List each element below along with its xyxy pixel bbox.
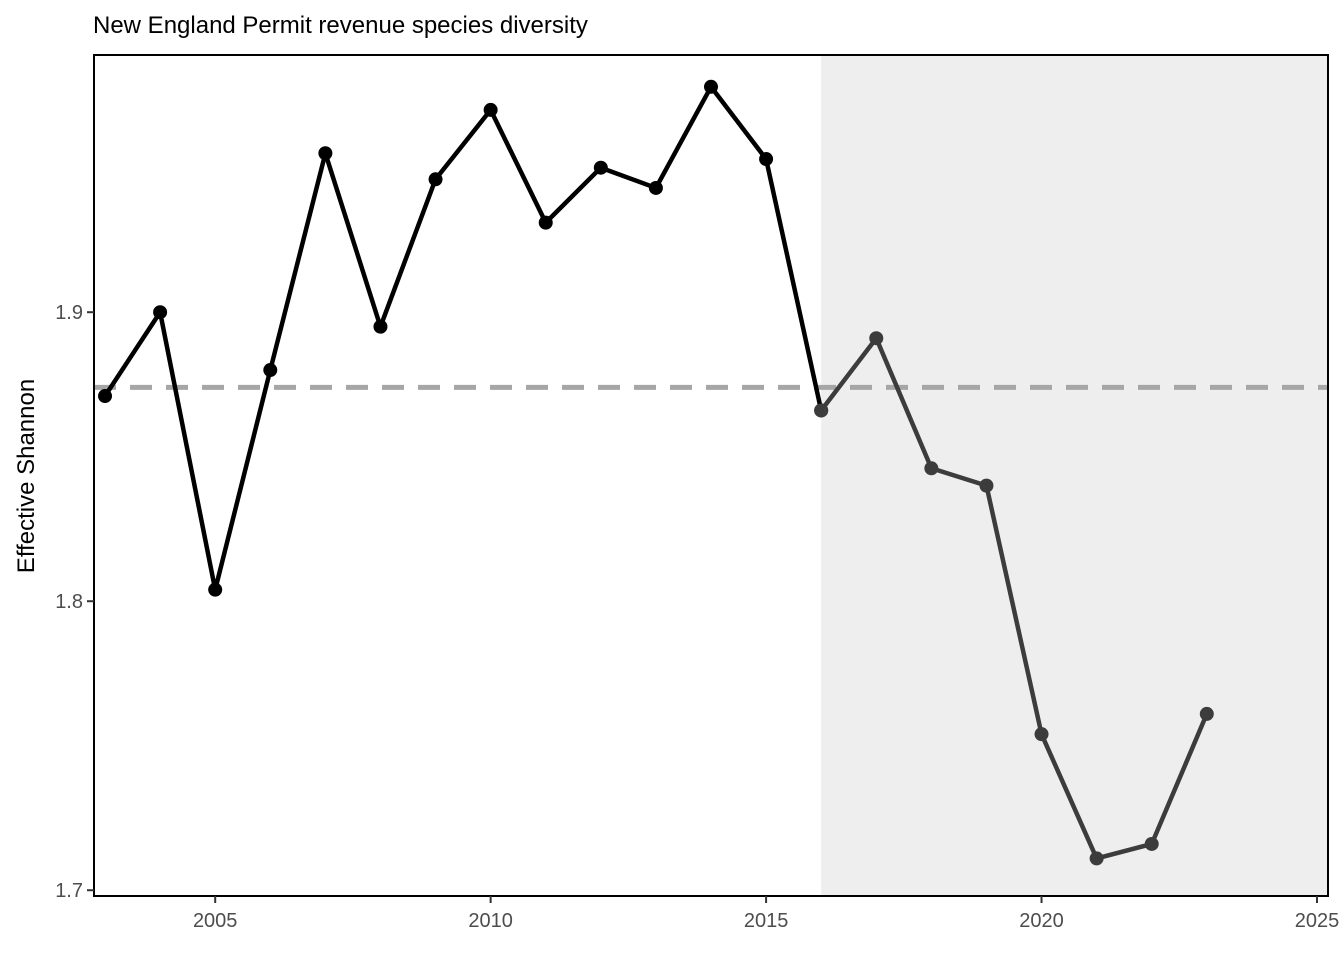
data-point xyxy=(428,172,443,187)
data-point xyxy=(759,152,774,167)
data-point xyxy=(263,363,278,378)
data-point xyxy=(318,146,333,161)
data-point xyxy=(208,582,223,597)
y-axis-label: Effective Shannon xyxy=(13,379,40,573)
x-tick-label: 2020 xyxy=(1019,910,1064,932)
x-tick-label: 2015 xyxy=(744,910,789,932)
shaded-region xyxy=(821,55,1328,896)
y-tick-label: 1.9 xyxy=(55,302,83,324)
data-point xyxy=(1034,727,1049,742)
chart-title: New England Permit revenue species diver… xyxy=(93,12,588,39)
data-point xyxy=(373,319,388,334)
x-tick-label: 2025 xyxy=(1295,910,1340,932)
data-point xyxy=(538,215,553,230)
data-point xyxy=(1199,706,1214,721)
plot-area xyxy=(94,55,1328,896)
data-point xyxy=(648,180,663,195)
y-tick-label: 1.7 xyxy=(55,880,83,902)
series-line-2 xyxy=(818,335,1210,861)
panel-border xyxy=(93,54,1329,897)
data-point xyxy=(924,461,939,476)
data-point xyxy=(1144,836,1159,851)
x-tick-label: 2010 xyxy=(468,910,513,932)
data-point xyxy=(98,389,113,404)
data-point xyxy=(1089,851,1104,866)
data-point xyxy=(704,79,718,94)
data-point xyxy=(979,478,994,493)
series-line-1 xyxy=(102,84,824,592)
data-point xyxy=(153,305,168,320)
data-point xyxy=(814,403,829,418)
data-point xyxy=(869,331,884,346)
y-tick-label: 1.8 xyxy=(55,591,83,613)
data-point xyxy=(593,160,608,175)
data-point xyxy=(483,102,498,117)
axes: 2005 2010 2015 2020 2025 1.7 1.8 1.9 xyxy=(55,54,1340,932)
x-tick-label: 2005 xyxy=(193,910,238,932)
